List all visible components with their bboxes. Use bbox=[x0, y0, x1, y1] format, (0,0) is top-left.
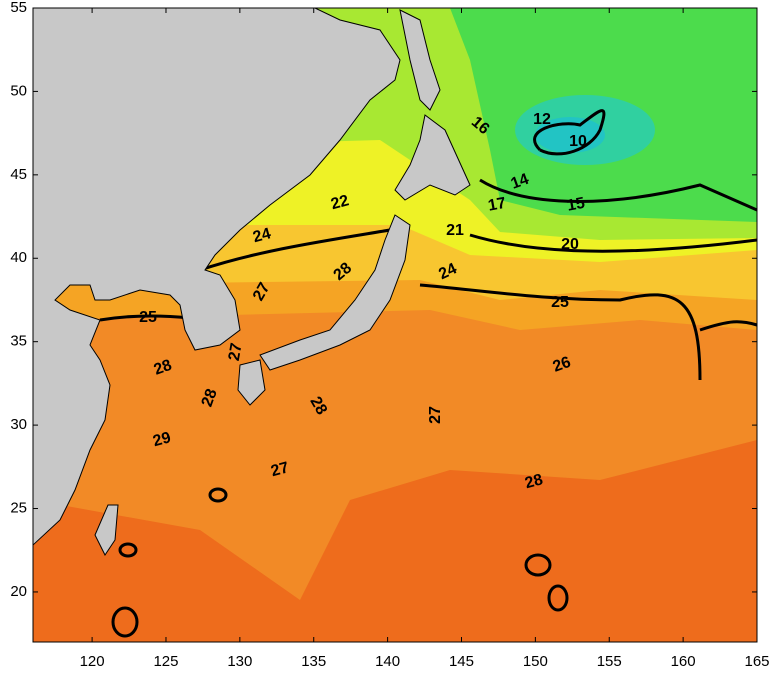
island bbox=[94, 504, 119, 556]
x-tick-label: 120 bbox=[80, 653, 105, 670]
contour-label: 24 bbox=[436, 260, 459, 283]
y-tick-label: 45 bbox=[10, 166, 27, 183]
x-tick-label: 125 bbox=[153, 653, 178, 670]
water-band bbox=[33, 440, 757, 642]
contour-label: 20 bbox=[561, 236, 579, 253]
contour-label: 12 bbox=[533, 111, 551, 128]
contour-label: 28 bbox=[523, 471, 545, 492]
x-tick-label: 145 bbox=[449, 653, 474, 670]
island bbox=[399, 9, 441, 111]
map-field bbox=[33, 8, 757, 642]
contour-line bbox=[99, 314, 191, 322]
contour-label: 26 bbox=[551, 354, 574, 376]
contour-label: 27 bbox=[269, 459, 291, 480]
mainland bbox=[33, 8, 401, 546]
y-tick-label: 30 bbox=[10, 416, 27, 433]
contour-line bbox=[118, 542, 138, 558]
x-tick-label: 130 bbox=[227, 653, 252, 670]
contour-label: 21 bbox=[446, 222, 464, 239]
contour-label: 14 bbox=[509, 171, 532, 193]
land bbox=[33, 8, 471, 556]
bold-contours bbox=[99, 109, 757, 638]
island bbox=[394, 114, 471, 201]
y-tick-label: 25 bbox=[10, 499, 27, 516]
contour-line bbox=[199, 228, 391, 272]
contour-line bbox=[208, 487, 228, 503]
contour-label: 29 bbox=[151, 429, 173, 450]
x-tick-label: 165 bbox=[744, 653, 769, 670]
contour-line bbox=[524, 553, 552, 577]
contour-line bbox=[111, 606, 139, 638]
contour-label: 27 bbox=[226, 342, 246, 363]
x-tick-label: 160 bbox=[671, 653, 696, 670]
x-tick-label: 150 bbox=[523, 653, 548, 670]
contour-label: 25 bbox=[551, 294, 569, 311]
contour-label: 27 bbox=[250, 280, 274, 304]
map-frame bbox=[32, 7, 758, 643]
x-tick-label: 155 bbox=[597, 653, 622, 670]
contour-line bbox=[419, 283, 757, 381]
island bbox=[259, 214, 411, 371]
y-tick-label: 20 bbox=[10, 583, 27, 600]
contour-label: 27 bbox=[427, 406, 444, 424]
contour-label: 15 bbox=[566, 195, 587, 215]
contour-label: 28 bbox=[199, 387, 221, 410]
contour-label: 10 bbox=[569, 133, 587, 150]
x-tick-label: 140 bbox=[375, 653, 400, 670]
y-tick-label: 35 bbox=[10, 333, 27, 350]
contour-line bbox=[533, 109, 606, 156]
y-tick-label: 55 bbox=[10, 0, 27, 16]
contour-label: 24 bbox=[251, 225, 273, 246]
contour-label: 28 bbox=[152, 357, 175, 379]
contour-line bbox=[547, 584, 569, 612]
y-tick-label: 40 bbox=[10, 249, 27, 266]
contour-line bbox=[479, 178, 757, 212]
island bbox=[237, 359, 266, 406]
contour-label: 28 bbox=[306, 394, 330, 418]
y-tick-label: 50 bbox=[10, 82, 27, 99]
contour-label: 25 bbox=[139, 309, 157, 326]
x-tick-label: 135 bbox=[301, 653, 326, 670]
contour-label: 17 bbox=[487, 195, 508, 215]
contour-label: 22 bbox=[329, 192, 351, 213]
contour-line bbox=[469, 233, 757, 253]
